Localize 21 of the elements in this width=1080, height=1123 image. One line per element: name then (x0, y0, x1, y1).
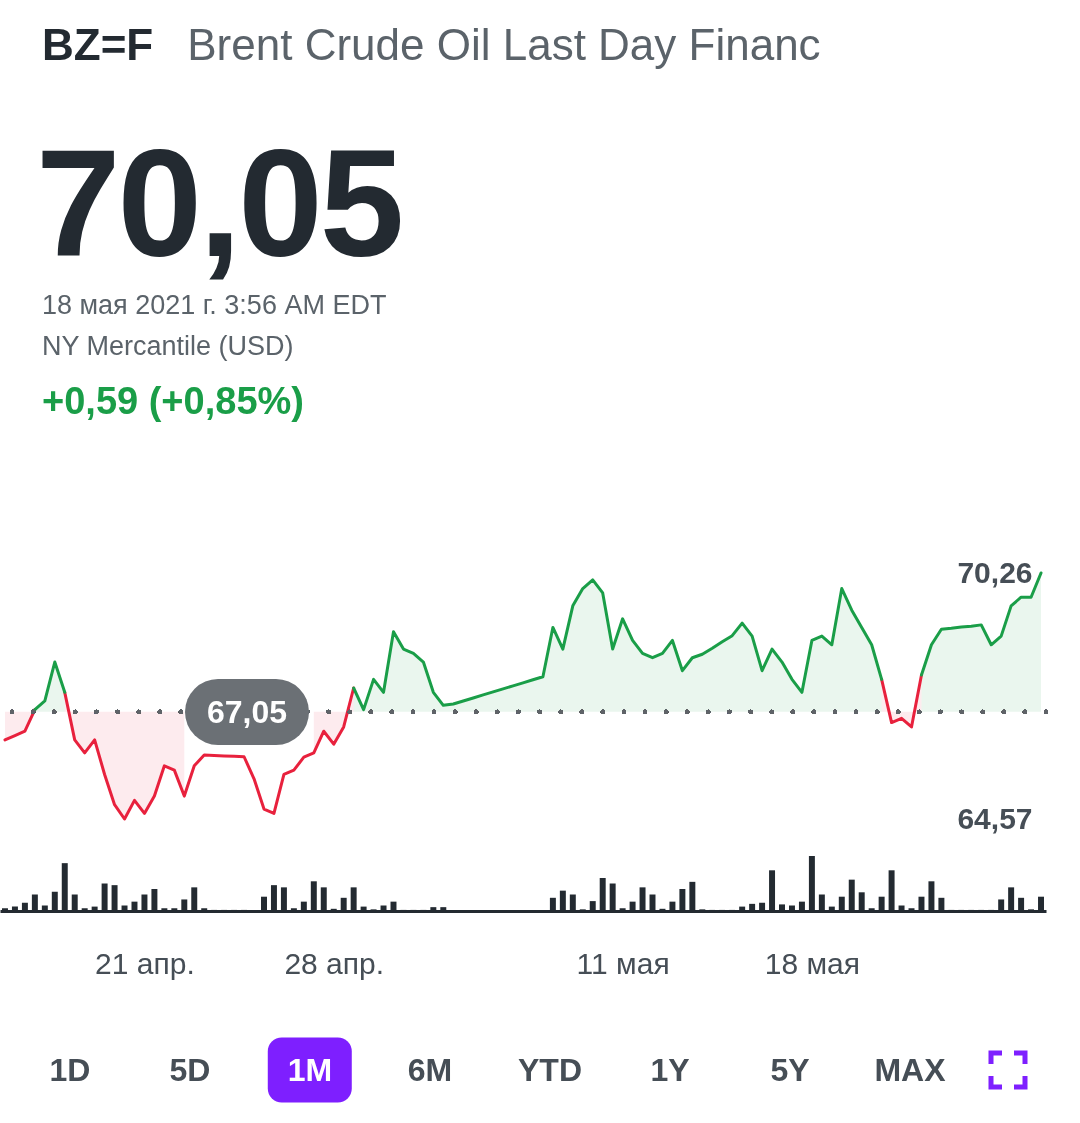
ref-line-label: 67,05 (185, 678, 310, 745)
text: 1M (267, 1037, 353, 1103)
text: 70,05 (36, 117, 402, 290)
text: 1D (48, 1050, 92, 1090)
text: YTD (517, 1050, 583, 1090)
text: 5Y (769, 1050, 811, 1090)
y-tick-label: 70,26 (957, 555, 1033, 589)
x-tick-label: 18 мая (764, 946, 861, 980)
chart-subtitle: Brent Crude Oil Last Day Financ (187, 20, 821, 69)
x-tick-label: 28 апр. (284, 946, 385, 980)
text: 1Y (649, 1050, 691, 1090)
chart-title: BZ=F (42, 20, 154, 69)
text: 5D (168, 1050, 212, 1090)
y-tick-label: 64,57 (957, 801, 1033, 835)
text: MAX (873, 1050, 947, 1090)
x-tick-label: 11 мая (576, 946, 670, 980)
text: NY Mercantile (USD) (42, 331, 294, 362)
text: 18 мая 2021 г. 3:56 AM EDT (42, 290, 387, 321)
x-tick-label: 21 апр. (95, 946, 195, 980)
text: +0,59 (+0,85%) (42, 380, 304, 423)
text: 6M (406, 1050, 454, 1090)
